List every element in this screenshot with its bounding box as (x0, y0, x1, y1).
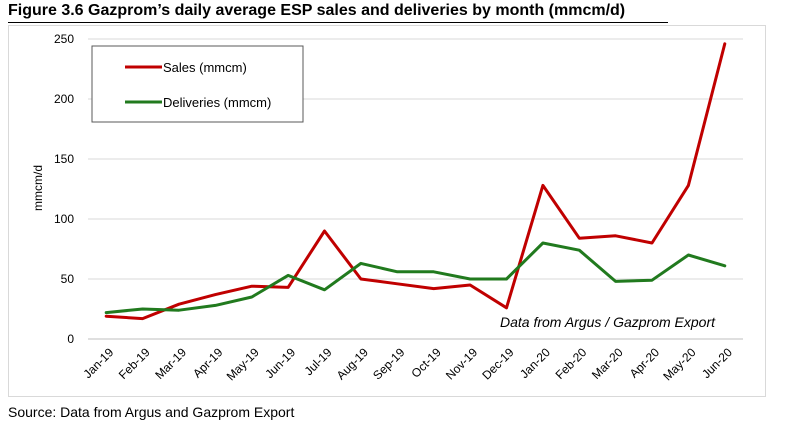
x-tick-label: Aug-19 (334, 345, 371, 382)
x-tick-label: Apr-19 (190, 345, 226, 381)
y-tick-label: 100 (54, 212, 74, 226)
y-tick-label: 0 (67, 332, 74, 346)
x-tick-label: Nov-19 (443, 345, 480, 382)
legend-sales-label: Sales (mmcm) (163, 60, 247, 75)
x-tick-label: Feb-19 (116, 345, 153, 382)
x-tick-label: May-20 (660, 345, 698, 383)
title-underline (8, 22, 668, 23)
y-axis-label: mmcm/d (31, 165, 45, 211)
x-tick-label: Sep-19 (370, 345, 407, 382)
x-tick-label: Jun-20 (699, 345, 735, 381)
source-note: Source: Data from Argus and Gazprom Expo… (8, 404, 295, 420)
y-tick-label: 50 (61, 272, 75, 286)
x-tick-label: Apr-20 (627, 345, 663, 381)
x-tick-label: Jan-19 (80, 345, 116, 381)
figure-title: Figure 3.6 Gazprom’s daily average ESP s… (8, 2, 626, 19)
y-tick-label: 250 (54, 32, 74, 46)
x-tick-label: May-19 (224, 345, 262, 383)
y-tick-label: 150 (54, 152, 74, 166)
legend-deliveries-label: Deliveries (mmcm) (163, 95, 271, 110)
x-tick-label: Dec-19 (479, 345, 516, 382)
series-line-sales (104, 42, 727, 321)
y-axis-ticks: 0 50 100 150 200 250 (54, 32, 74, 346)
legend: Sales (mmcm) Deliveries (mmcm) (91, 45, 304, 123)
x-tick-label: Jun-19 (262, 345, 298, 381)
x-tick-label: Oct-19 (408, 345, 444, 381)
x-tick-label: Mar-20 (589, 345, 626, 382)
x-tick-label: Jul-19 (302, 345, 335, 378)
gridlines (88, 38, 743, 340)
x-tick-label: Feb-20 (553, 345, 590, 382)
series-lines (104, 42, 727, 321)
series-line-deliveries (104, 241, 727, 315)
y-tick-label: 200 (54, 92, 74, 106)
legend-box (91, 45, 304, 123)
x-tick-label: Jan-20 (517, 345, 553, 381)
chart-frame (8, 25, 766, 397)
chart-annotation: Data from Argus / Gazprom Export (500, 314, 716, 330)
x-tick-label: Mar-19 (152, 345, 189, 382)
